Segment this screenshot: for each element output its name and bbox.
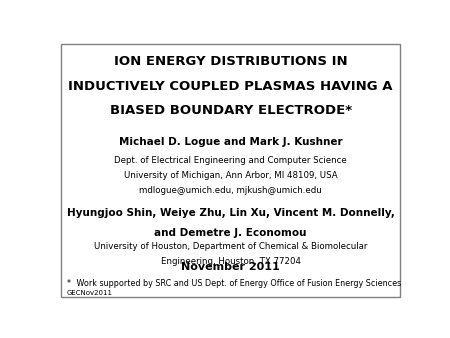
Text: GECNov2011: GECNov2011 <box>67 290 112 296</box>
Text: INDUCTIVELY COUPLED PLASMAS HAVING A: INDUCTIVELY COUPLED PLASMAS HAVING A <box>68 80 393 93</box>
Text: BIASED BOUNDARY ELECTRODE*: BIASED BOUNDARY ELECTRODE* <box>109 104 352 117</box>
Text: mdlogue@umich.edu, mjkush@umich.edu: mdlogue@umich.edu, mjkush@umich.edu <box>139 186 322 195</box>
Text: University of Houston, Department of Chemical & Biomolecular: University of Houston, Department of Che… <box>94 242 367 250</box>
Text: Hyungjoo Shin, Weiye Zhu, Lin Xu, Vincent M. Donnelly,: Hyungjoo Shin, Weiye Zhu, Lin Xu, Vincen… <box>67 209 395 218</box>
Text: *: * <box>67 280 71 288</box>
Text: November 2011: November 2011 <box>181 262 280 272</box>
FancyBboxPatch shape <box>62 45 400 297</box>
Text: Engineering, Houston, TX 77204: Engineering, Houston, TX 77204 <box>161 257 301 266</box>
Text: University of Michigan, Ann Arbor, MI 48109, USA: University of Michigan, Ann Arbor, MI 48… <box>124 171 338 180</box>
Text: Dept. of Electrical Engineering and Computer Science: Dept. of Electrical Engineering and Comp… <box>114 155 347 165</box>
Text: Michael D. Logue and Mark J. Kushner: Michael D. Logue and Mark J. Kushner <box>119 137 342 147</box>
Text: Work supported by SRC and US Dept. of Energy Office of Fusion Energy Sciences: Work supported by SRC and US Dept. of En… <box>74 280 401 288</box>
Text: and Demetre J. Economou: and Demetre J. Economou <box>154 228 307 238</box>
Text: ION ENERGY DISTRIBUTIONS IN: ION ENERGY DISTRIBUTIONS IN <box>114 55 347 68</box>
